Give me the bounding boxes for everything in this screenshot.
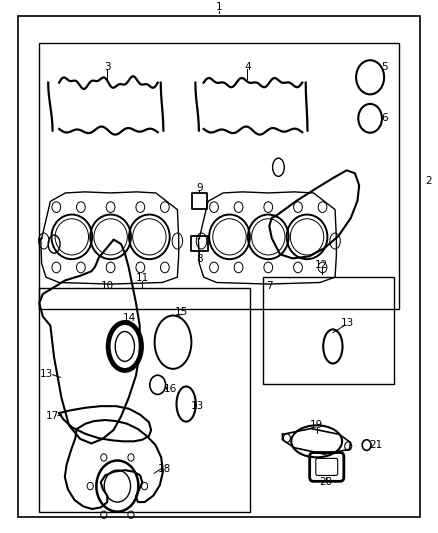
Bar (191, 236, 208, 251)
Text: 13: 13 (341, 318, 354, 328)
Text: 13: 13 (191, 401, 204, 411)
Text: 21: 21 (369, 440, 382, 450)
Ellipse shape (115, 332, 134, 361)
Bar (39, 288, 250, 512)
Text: 2: 2 (425, 176, 432, 186)
Text: 1: 1 (215, 3, 223, 12)
Text: 20: 20 (320, 478, 333, 487)
Text: 9: 9 (196, 183, 203, 192)
Text: 7: 7 (266, 281, 273, 291)
Bar (263, 277, 394, 384)
Text: 12: 12 (315, 261, 328, 270)
Text: 11: 11 (136, 273, 149, 283)
Bar (39, 43, 399, 309)
Text: 17: 17 (46, 411, 59, 421)
Bar (192, 193, 207, 209)
Text: 19: 19 (310, 421, 323, 430)
FancyBboxPatch shape (316, 458, 338, 475)
Text: 3: 3 (104, 62, 111, 71)
Text: 16: 16 (163, 384, 177, 394)
Text: 5: 5 (381, 62, 388, 71)
Text: 13: 13 (39, 369, 53, 379)
Text: 4: 4 (244, 62, 251, 71)
Text: 8: 8 (196, 254, 203, 263)
Text: 15: 15 (175, 307, 188, 317)
Text: 10: 10 (101, 281, 114, 291)
Text: 18: 18 (158, 464, 171, 474)
Text: 6: 6 (381, 114, 388, 123)
Text: 14: 14 (123, 313, 136, 323)
